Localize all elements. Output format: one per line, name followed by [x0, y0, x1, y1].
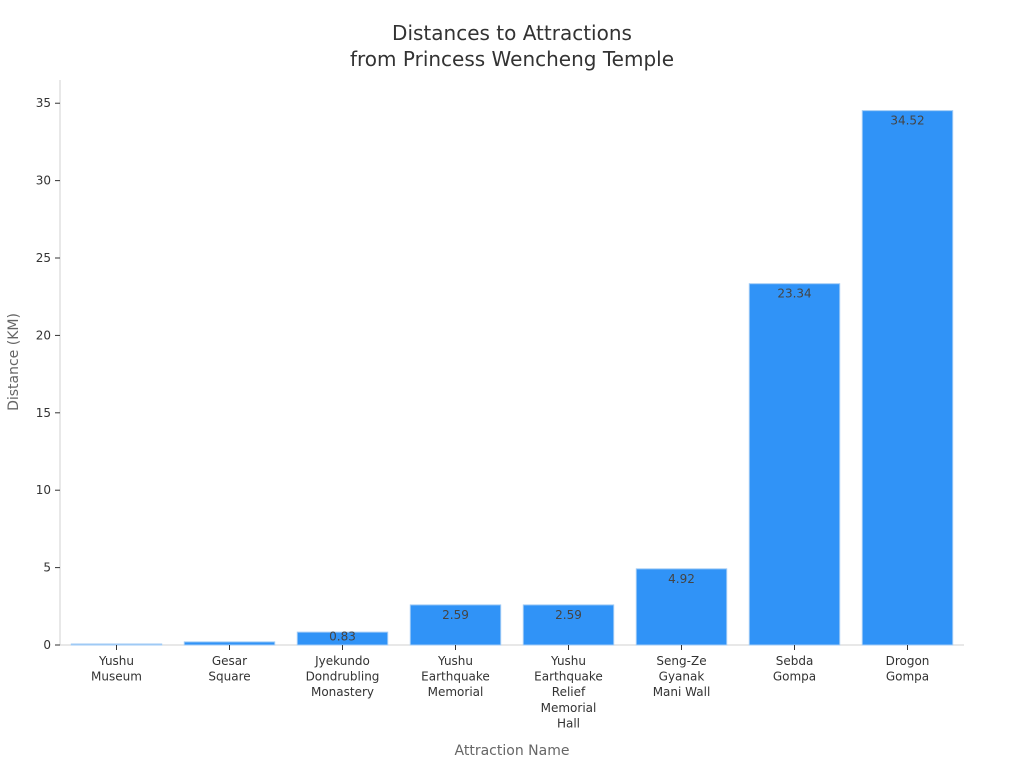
y-tick-label: 25 [36, 251, 51, 265]
x-tick-label-line: Memorial [541, 701, 597, 715]
chart-title-line: from Princess Wencheng Temple [350, 47, 674, 71]
x-tick-label: Sebda Gompa [773, 654, 816, 684]
x-tick-label-line: Monastery [311, 685, 374, 699]
x-tick-label-line: Drogon [886, 654, 930, 668]
y-axis-ticks: 0 5 10 15 20 25 30 35 [36, 96, 60, 652]
y-axis-title: Distance (KM) [6, 313, 22, 411]
bar [70, 643, 163, 646]
bar-data-label: 0.83 [329, 630, 356, 644]
y-tick-label: 5 [43, 561, 51, 575]
bar [635, 568, 728, 646]
y-tick-label: 20 [36, 328, 51, 342]
x-tick-label: Drogon Gompa [886, 654, 930, 684]
x-tick-label-line: Relief [552, 685, 586, 699]
bar-data-label: 4.92 [668, 572, 695, 586]
x-tick-label-line: Dondrubling [306, 670, 380, 684]
x-tick-label-line: Gompa [886, 670, 929, 684]
data-labels: 0.83 2.59 2.59 4.92 23.34 34.52 [329, 114, 925, 644]
x-tick-label-line: Memorial [428, 685, 484, 699]
x-tick-label-line: Sebda [776, 654, 814, 668]
chart-title-line: Distances to Attractions [392, 21, 632, 45]
bar-data-label: 2.59 [442, 608, 469, 622]
bar-data-label: 23.34 [777, 287, 811, 301]
y-tick-label: 15 [36, 406, 51, 420]
x-tick-label-line: Seng-Ze [656, 654, 706, 668]
x-tick-label: Yushu Museum [91, 654, 142, 684]
y-tick-label: 10 [36, 483, 51, 497]
bar-series [70, 110, 954, 646]
x-tick-label-line: Gesar [212, 654, 247, 668]
bar [748, 283, 841, 646]
x-tick-label-line: Yushu [550, 654, 586, 668]
x-tick-label-line: Gyanak [659, 670, 705, 684]
x-tick-label-line: Mani Wall [653, 685, 711, 699]
x-tick-label: Seng-Ze Gyanak Mani Wall [653, 654, 711, 699]
y-tick-label: 0 [43, 638, 51, 652]
chart-title: Distances to Attractions from Princess We… [350, 21, 674, 71]
y-tick-label: 35 [36, 96, 51, 110]
x-tick-label-line: Museum [91, 670, 142, 684]
bar [861, 110, 954, 646]
bar [409, 604, 502, 646]
x-tick-label-line: Jyekundo [314, 654, 370, 668]
x-tick-label: Yushu Earthquake Memorial [421, 654, 490, 699]
x-axis-title: Attraction Name [455, 743, 570, 759]
x-tick-label-line: Hall [557, 716, 580, 730]
x-tick-label-line: Gompa [773, 670, 816, 684]
x-axis-ticks: Yushu Museum Gesar Square Jyekundo Dondrublin… [91, 645, 929, 730]
bar-data-label: 34.52 [890, 114, 924, 128]
x-tick-label-line: Earthquake [534, 670, 603, 684]
x-tick-label-line: Earthquake [421, 670, 490, 684]
y-tick-label: 30 [36, 174, 51, 188]
x-tick-label-line: Yushu [98, 654, 134, 668]
x-tick-label: Gesar Square [208, 654, 250, 684]
x-tick-label-line: Square [208, 670, 250, 684]
x-tick-label-line: Yushu [437, 654, 473, 668]
bar-data-label: 2.59 [555, 608, 582, 622]
x-tick-label: Jyekundo Dondrubling Monastery [306, 654, 380, 699]
bar [183, 641, 276, 646]
x-tick-label: Yushu Earthquake Relief Memorial Hall [534, 654, 603, 730]
